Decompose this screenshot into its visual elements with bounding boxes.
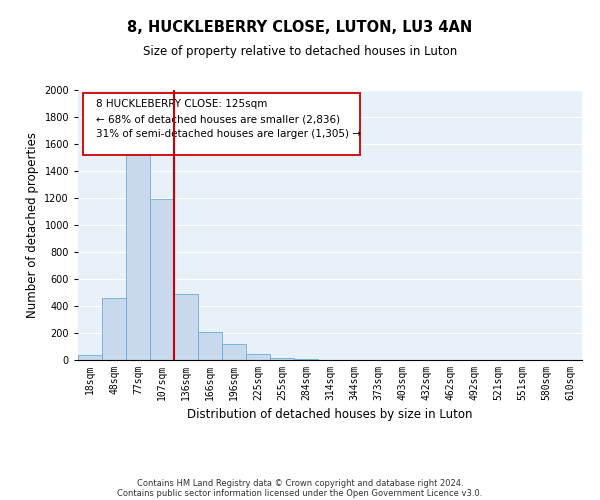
- Bar: [198, 332, 222, 360]
- Text: 8 HUCKLEBERRY CLOSE: 125sqm
← 68% of detached houses are smaller (2,836)
31% of : 8 HUCKLEBERRY CLOSE: 125sqm ← 68% of det…: [95, 100, 361, 139]
- Y-axis label: Number of detached properties: Number of detached properties: [26, 132, 39, 318]
- Bar: [102, 298, 126, 360]
- Text: 8, HUCKLEBERRY CLOSE, LUTON, LU3 4AN: 8, HUCKLEBERRY CLOSE, LUTON, LU3 4AN: [127, 20, 473, 35]
- Bar: [78, 356, 102, 360]
- Text: Size of property relative to detached houses in Luton: Size of property relative to detached ho…: [143, 45, 457, 58]
- Bar: [246, 354, 270, 360]
- Bar: [126, 144, 150, 360]
- FancyBboxPatch shape: [83, 92, 360, 155]
- Bar: [270, 358, 294, 360]
- Bar: [150, 200, 174, 360]
- Bar: [174, 294, 198, 360]
- X-axis label: Distribution of detached houses by size in Luton: Distribution of detached houses by size …: [187, 408, 473, 422]
- Text: Contains HM Land Registry data © Crown copyright and database right 2024.: Contains HM Land Registry data © Crown c…: [137, 478, 463, 488]
- Text: Contains public sector information licensed under the Open Government Licence v3: Contains public sector information licen…: [118, 488, 482, 498]
- Bar: [222, 344, 246, 360]
